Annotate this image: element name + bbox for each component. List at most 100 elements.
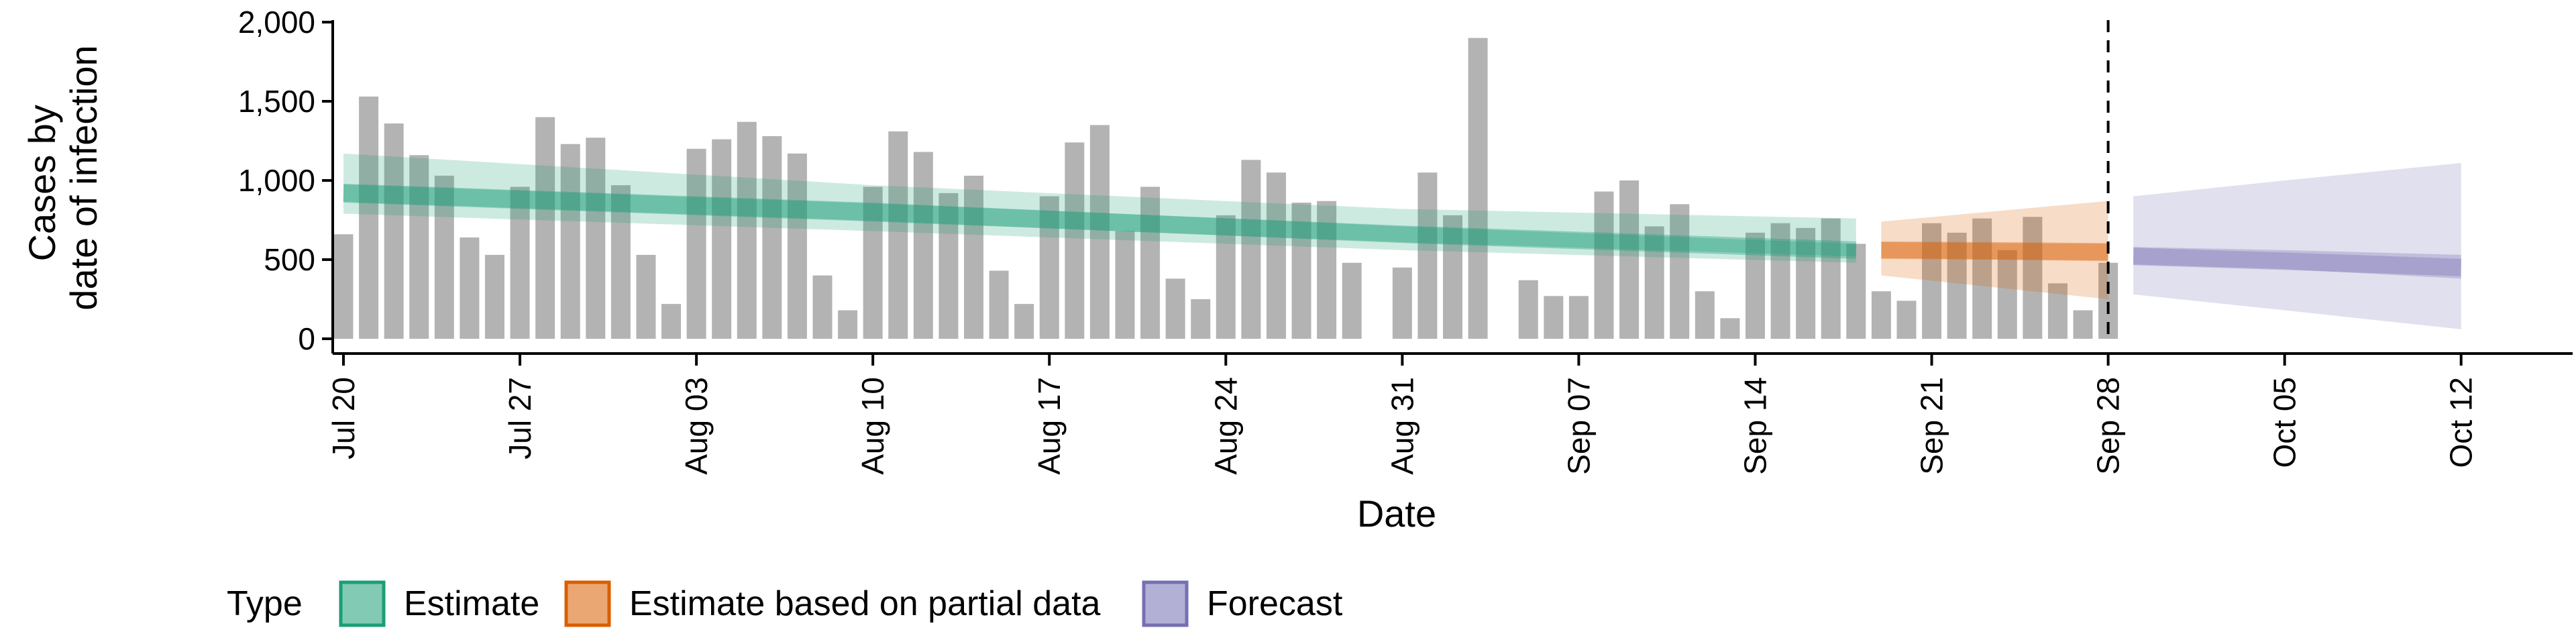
legend-label-forecast: Forecast: [1207, 584, 1343, 623]
case-bar: [737, 121, 757, 339]
y-axis-title: Cases by date of infection: [21, 45, 105, 310]
case-bar: [333, 234, 354, 339]
forecast-outer-band: [2133, 163, 2461, 329]
x-tick-label: Jul 20: [326, 377, 361, 460]
estimate-outer-band: [343, 153, 1856, 263]
case-bar: [913, 152, 933, 339]
case-bar: [1745, 232, 1765, 339]
case-bar: [2023, 217, 2043, 339]
x-tick-label: Sep 07: [1561, 377, 1596, 475]
legend-items: Estimate Estimate based on partial data Fo…: [339, 580, 1343, 627]
case-bar: [686, 148, 706, 339]
legend-title: Type: [227, 584, 303, 623]
case-bar: [712, 139, 732, 339]
y-axis-title-line-2: date of infection: [62, 45, 105, 310]
x-axis-title: Date: [1357, 492, 1436, 535]
case-bar: [586, 138, 606, 339]
case-bar: [1115, 231, 1135, 339]
legend: Type Estimate Estimate based on partial d…: [227, 580, 1343, 627]
case-bar: [1065, 142, 1085, 339]
case-bar: [1317, 201, 1337, 339]
case-bar: [1089, 125, 1110, 339]
y-axis-title-line-1: Cases by: [21, 105, 63, 261]
case-bars: [333, 38, 2118, 339]
case-bar: [1039, 196, 1059, 339]
case-bar: [2073, 310, 2093, 339]
case-bar: [1594, 191, 1614, 339]
estimate-based-on-partial-data-outer-band: [1881, 201, 2108, 299]
case-bar: [1947, 232, 1967, 339]
case-bar: [535, 117, 555, 339]
case-bar: [1191, 299, 1211, 339]
x-tick-label: Aug 10: [855, 377, 890, 475]
estimate-based-on-partial-data-median-line: [1881, 241, 2108, 261]
case-bar: [838, 310, 858, 339]
case-bar: [1518, 280, 1538, 339]
case-bar: [1140, 186, 1161, 339]
case-bar: [460, 237, 480, 339]
case-bar: [1997, 250, 2017, 339]
y-tick-label: 1,000: [238, 163, 315, 198]
case-bar: [863, 186, 883, 339]
x-tick-label: Sep 14: [1737, 377, 1772, 475]
estimate-median-line: [343, 184, 1857, 259]
case-bar: [1695, 291, 1715, 339]
case-bar: [787, 153, 807, 339]
case-bar: [384, 123, 404, 339]
case-bar: [938, 193, 959, 339]
case-bar: [1871, 291, 1891, 339]
case-bar: [434, 175, 454, 339]
case-bar: [1821, 218, 1841, 339]
x-tick-label: Aug 17: [1032, 377, 1067, 475]
case-bar: [1468, 38, 1488, 339]
forecast-median-line: [2133, 248, 2462, 276]
x-tick-label: Aug 24: [1208, 377, 1243, 475]
case-bar: [510, 186, 530, 339]
case-bar: [1720, 318, 1740, 339]
case-bar: [1644, 226, 1664, 339]
legend-swatch-forecast: [1142, 580, 1189, 627]
case-bar: [409, 155, 429, 339]
case-bar: [1165, 278, 1185, 339]
case-bar: [1392, 267, 1412, 339]
case-bar: [1846, 244, 1866, 339]
y-axis: 0 500 1,000 1,500 2,000: [238, 5, 334, 356]
case-bar: [2047, 283, 2068, 339]
case-bar: [1216, 215, 1236, 339]
x-tick-label: Oct 12: [2444, 377, 2479, 468]
x-tick-label: Aug 03: [679, 377, 714, 475]
case-bar: [1443, 215, 1463, 339]
case-bar: [1417, 172, 1438, 339]
case-bar: [964, 175, 983, 339]
y-tick-label: 0: [298, 321, 315, 356]
case-bar: [989, 270, 1009, 339]
case-bar: [1770, 223, 1790, 339]
case-bar: [1241, 160, 1261, 339]
case-bar: [359, 96, 379, 339]
case-bar: [1670, 204, 1690, 339]
estimate-inner-band: [343, 183, 1856, 257]
y-tick-label: 500: [264, 242, 315, 277]
x-axis: Jul 20 Jul 27 Aug 03 Aug 10 Aug 17 Aug 24 Aug …: [326, 352, 2573, 475]
case-bar: [484, 254, 504, 339]
x-tick-label: Oct 05: [2267, 377, 2302, 468]
legend-swatch-estimate: [339, 580, 386, 627]
case-bar: [1266, 172, 1286, 339]
case-bar: [762, 136, 782, 339]
x-tick-label: Sep 28: [2091, 377, 2126, 475]
case-bar: [1014, 304, 1034, 339]
case-bar: [1896, 301, 1917, 339]
case-bar: [560, 144, 580, 339]
estimate-bands: [343, 153, 2462, 329]
y-tick-label: 1,500: [238, 84, 315, 119]
case-bar: [1972, 218, 1992, 339]
case-bar: [1922, 223, 1942, 339]
case-bar: [1796, 227, 1816, 339]
case-bar: [636, 254, 656, 339]
case-bar: [1544, 296, 1564, 339]
x-tick-label: Sep 21: [1915, 377, 1949, 475]
case-bar: [888, 131, 908, 339]
case-bar: [1342, 262, 1362, 339]
case-bar: [812, 275, 833, 339]
